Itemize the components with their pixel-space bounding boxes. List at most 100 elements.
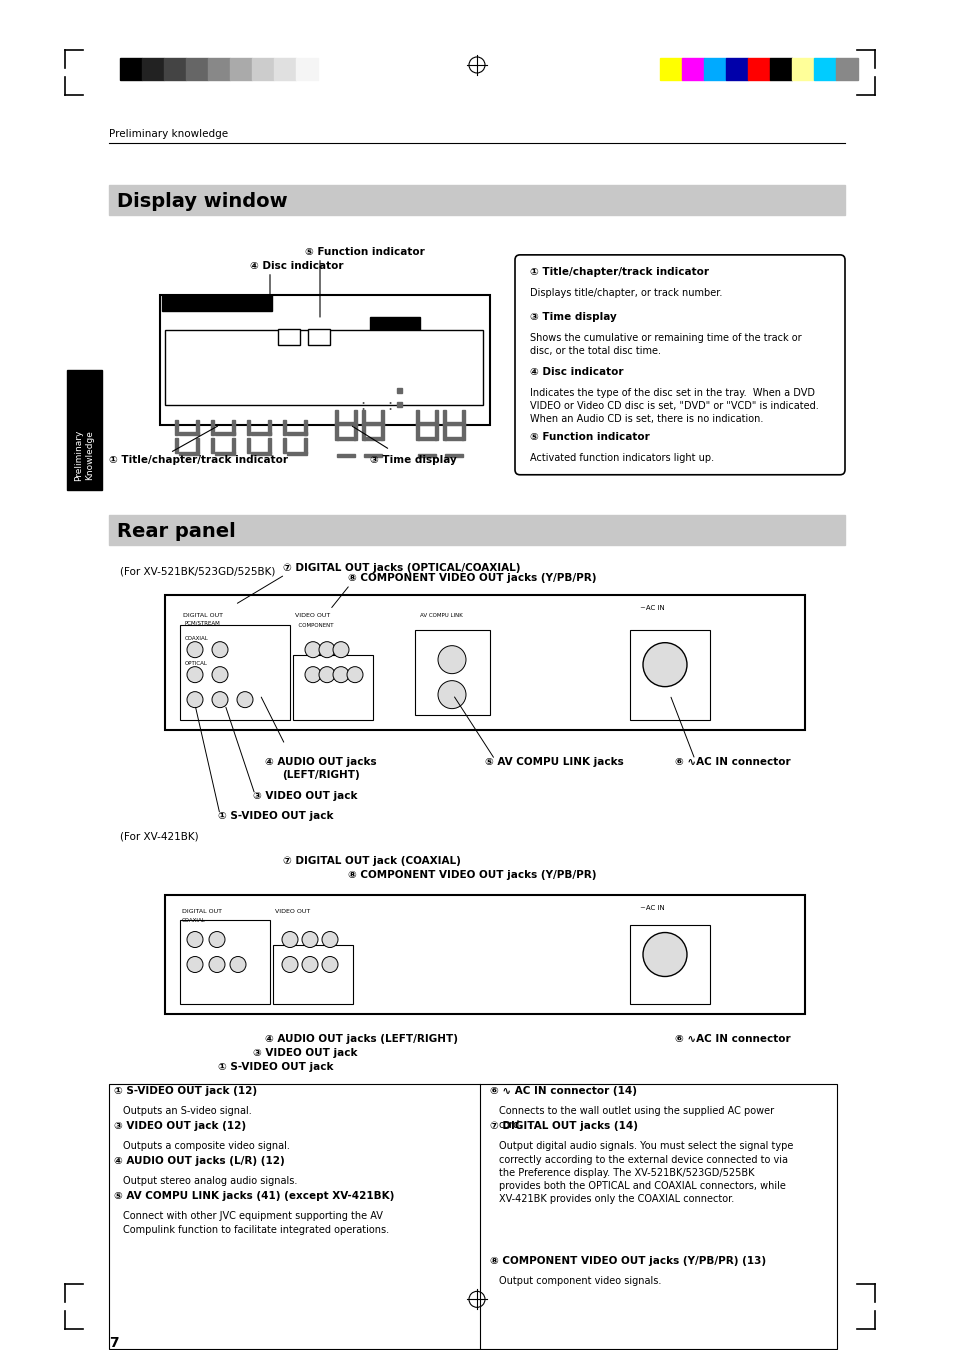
Text: ~AC IN: ~AC IN (639, 605, 664, 611)
Text: DIGITAL OUT: DIGITAL OUT (182, 908, 222, 913)
Text: DIGITAL OUT: DIGITAL OUT (183, 613, 223, 617)
Bar (165, 894, 804, 1015)
Text: ~AC IN: ~AC IN (639, 905, 664, 911)
Bar (444, 454, 462, 457)
Text: ① S-VIDEO OUT jack: ① S-VIDEO OUT jack (218, 811, 334, 820)
Text: ⑦ DIGITAL OUT jacks (OPTICAL/COAXIAL): ⑦ DIGITAL OUT jacks (OPTICAL/COAXIAL) (283, 563, 520, 573)
Text: ① Title/chapter/track indicator: ① Title/chapter/track indicator (109, 455, 288, 465)
Circle shape (642, 643, 686, 686)
Bar (251, 451, 271, 455)
Bar (251, 432, 271, 435)
Text: ④ Disc indicator: ④ Disc indicator (530, 367, 623, 377)
Text: OPTICAL: OPTICAL (185, 661, 208, 666)
Text: Display window: Display window (117, 192, 287, 211)
Text: VIDEO OUT: VIDEO OUT (274, 908, 310, 913)
Circle shape (347, 666, 363, 682)
Bar (791, 58, 813, 80)
Circle shape (333, 666, 349, 682)
Bar (396, 388, 401, 393)
Circle shape (212, 692, 228, 708)
Text: Output digital audio signals. You must select the signal type
correctly accordin: Output digital audio signals. You must s… (498, 1142, 793, 1204)
Bar (364, 436, 381, 440)
Circle shape (437, 646, 465, 674)
Text: Output component video signals.: Output component video signals. (498, 1277, 660, 1286)
Text: ⑧ COMPONENT VIDEO OUT jacks (Y/PB/PR) (13): ⑧ COMPONENT VIDEO OUT jacks (Y/PB/PR) (1… (490, 1256, 765, 1266)
Bar (180, 624, 290, 720)
Circle shape (282, 932, 297, 947)
Bar (268, 420, 271, 435)
Text: AV COMPU LINK: AV COMPU LINK (419, 613, 462, 617)
Text: ⑥ ∿AC IN connector: ⑥ ∿AC IN connector (675, 757, 790, 766)
Circle shape (209, 932, 225, 947)
Bar (67, 370, 102, 490)
Bar (417, 436, 436, 440)
Bar (162, 295, 272, 311)
Text: Output stereo analog audio signals.: Output stereo analog audio signals. (123, 1177, 297, 1186)
Bar (364, 454, 381, 457)
Text: :: : (359, 397, 365, 413)
Circle shape (322, 932, 337, 947)
Circle shape (187, 957, 203, 973)
Bar (165, 594, 804, 730)
Text: ⑤ Function indicator: ⑤ Function indicator (305, 247, 424, 257)
Text: Preliminary knowledge: Preliminary knowledge (109, 128, 228, 139)
Bar (681, 58, 703, 80)
Text: ⑧ COMPONENT VIDEO OUT jacks (Y/PB/PR): ⑧ COMPONENT VIDEO OUT jacks (Y/PB/PR) (348, 573, 596, 582)
Text: Rear panel: Rear panel (117, 521, 235, 540)
Bar (442, 423, 446, 440)
Bar (416, 409, 418, 424)
Bar (214, 432, 234, 435)
Bar (109, 515, 844, 544)
Bar (444, 436, 462, 440)
Text: ④ Disc indicator: ④ Disc indicator (250, 261, 343, 270)
Bar (442, 409, 446, 424)
Text: ⑦ DIGITAL OUT jack (COAXIAL): ⑦ DIGITAL OUT jack (COAXIAL) (283, 855, 460, 866)
Bar (703, 58, 725, 80)
Bar (174, 438, 178, 453)
Circle shape (318, 642, 335, 658)
Bar (361, 409, 365, 424)
Text: Preliminary
Knowledge: Preliminary Knowledge (74, 430, 93, 481)
Bar (287, 451, 307, 455)
Bar (336, 436, 355, 440)
Circle shape (322, 957, 337, 973)
Bar (335, 409, 337, 424)
Bar (370, 317, 419, 335)
Bar (336, 422, 355, 424)
Bar (252, 58, 274, 80)
Bar (293, 655, 373, 720)
Text: ⑧ COMPONENT VIDEO OUT jacks (Y/PB/PR): ⑧ COMPONENT VIDEO OUT jacks (Y/PB/PR) (348, 870, 596, 880)
Bar (273, 944, 353, 1005)
Bar (659, 58, 681, 80)
Circle shape (187, 666, 203, 682)
Bar (232, 438, 234, 453)
Text: Indicates the type of the disc set in the tray.  When a DVD
VIDEO or Video CD di: Indicates the type of the disc set in th… (530, 388, 818, 424)
Circle shape (212, 642, 228, 658)
Text: ④ AUDIO OUT jacks (LEFT/RIGHT): ④ AUDIO OUT jacks (LEFT/RIGHT) (265, 1035, 457, 1044)
Bar (629, 630, 709, 720)
Bar (142, 58, 164, 80)
Text: VIDEO OUT: VIDEO OUT (294, 613, 330, 617)
Text: ⑤ AV COMPU LINK jacks (41) (except XV-421BK): ⑤ AV COMPU LINK jacks (41) (except XV-42… (113, 1192, 394, 1201)
Bar (354, 423, 356, 440)
Text: ⑥ ∿ AC IN connector (14): ⑥ ∿ AC IN connector (14) (490, 1086, 637, 1097)
Bar (211, 420, 213, 435)
Text: Connects to the wall outlet using the supplied AC power
cord.: Connects to the wall outlet using the su… (498, 1106, 773, 1129)
Text: ① Title/chapter/track indicator: ① Title/chapter/track indicator (530, 267, 708, 277)
Text: ⑤ Function indicator: ⑤ Function indicator (530, 432, 649, 442)
Text: COAXIAL: COAXIAL (185, 636, 209, 640)
Bar (165, 330, 482, 405)
Bar (725, 58, 747, 80)
Circle shape (187, 692, 203, 708)
Bar (120, 58, 142, 80)
Circle shape (302, 957, 317, 973)
Bar (195, 420, 199, 435)
Text: ③ VIDEO OUT jack: ③ VIDEO OUT jack (253, 1048, 357, 1058)
Bar (186, 58, 208, 80)
Text: (LEFT/RIGHT): (LEFT/RIGHT) (282, 770, 359, 780)
Bar (180, 920, 270, 1005)
Text: ③ VIDEO OUT jack (12): ③ VIDEO OUT jack (12) (113, 1121, 246, 1131)
Bar (335, 423, 337, 440)
Text: 7: 7 (109, 1336, 118, 1350)
Bar (283, 438, 286, 453)
